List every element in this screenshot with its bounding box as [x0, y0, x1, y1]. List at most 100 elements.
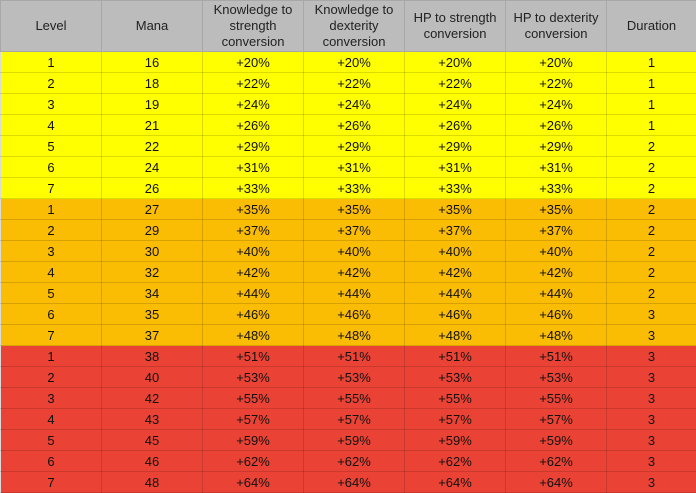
cell-duration: 2 [607, 262, 696, 283]
cell-mana: 26 [102, 178, 203, 199]
cell-mana: 37 [102, 325, 203, 346]
cell-hp-to-strength: +40% [405, 241, 506, 262]
cell-hp-to-dexterity: +62% [506, 451, 607, 472]
cell-hp-to-strength: +31% [405, 157, 506, 178]
cell-level: 4 [1, 262, 102, 283]
cell-knowledge-to-dexterity: +29% [304, 136, 405, 157]
cell-hp-to-dexterity: +44% [506, 283, 607, 304]
cell-duration: 1 [607, 94, 696, 115]
cell-knowledge-to-dexterity: +48% [304, 325, 405, 346]
cell-hp-to-strength: +55% [405, 388, 506, 409]
cell-hp-to-strength: +51% [405, 346, 506, 367]
cell-mana: 42 [102, 388, 203, 409]
cell-hp-to-strength: +53% [405, 367, 506, 388]
cell-knowledge-to-dexterity: +40% [304, 241, 405, 262]
cell-knowledge-to-dexterity: +42% [304, 262, 405, 283]
cell-hp-to-dexterity: +24% [506, 94, 607, 115]
cell-level: 2 [1, 220, 102, 241]
cell-level: 5 [1, 283, 102, 304]
header-row: Level Mana Knowledge to strength convers… [1, 1, 696, 52]
cell-knowledge-to-strength: +42% [203, 262, 304, 283]
cell-duration: 2 [607, 241, 696, 262]
cell-level: 5 [1, 136, 102, 157]
cell-duration: 3 [607, 451, 696, 472]
cell-knowledge-to-strength: +51% [203, 346, 304, 367]
cell-mana: 22 [102, 136, 203, 157]
header-level: Level [1, 1, 102, 52]
cell-knowledge-to-strength: +57% [203, 409, 304, 430]
cell-duration: 2 [607, 220, 696, 241]
cell-hp-to-strength: +26% [405, 115, 506, 136]
cell-level: 7 [1, 178, 102, 199]
cell-knowledge-to-dexterity: +44% [304, 283, 405, 304]
cell-level: 1 [1, 199, 102, 220]
cell-knowledge-to-dexterity: +64% [304, 472, 405, 493]
cell-hp-to-strength: +62% [405, 451, 506, 472]
cell-knowledge-to-strength: +59% [203, 430, 304, 451]
cell-level: 7 [1, 325, 102, 346]
cell-knowledge-to-strength: +40% [203, 241, 304, 262]
cell-hp-to-dexterity: +64% [506, 472, 607, 493]
cell-knowledge-to-strength: +55% [203, 388, 304, 409]
cell-level: 6 [1, 157, 102, 178]
cell-knowledge-to-dexterity: +37% [304, 220, 405, 241]
cell-hp-to-strength: +24% [405, 94, 506, 115]
cell-knowledge-to-strength: +62% [203, 451, 304, 472]
cell-knowledge-to-strength: +22% [203, 73, 304, 94]
cell-mana: 27 [102, 199, 203, 220]
cell-level: 4 [1, 115, 102, 136]
cell-knowledge-to-strength: +26% [203, 115, 304, 136]
cell-hp-to-dexterity: +22% [506, 73, 607, 94]
cell-hp-to-dexterity: +59% [506, 430, 607, 451]
cell-hp-to-dexterity: +33% [506, 178, 607, 199]
cell-knowledge-to-dexterity: +59% [304, 430, 405, 451]
cell-duration: 3 [607, 304, 696, 325]
cell-knowledge-to-dexterity: +46% [304, 304, 405, 325]
cell-hp-to-dexterity: +37% [506, 220, 607, 241]
cell-hp-to-dexterity: +20% [506, 52, 607, 73]
cell-level: 6 [1, 451, 102, 472]
cell-hp-to-dexterity: +46% [506, 304, 607, 325]
table-header: Level Mana Knowledge to strength convers… [1, 1, 696, 52]
cell-level: 2 [1, 73, 102, 94]
cell-hp-to-dexterity: +53% [506, 367, 607, 388]
cell-duration: 3 [607, 346, 696, 367]
cell-hp-to-strength: +44% [405, 283, 506, 304]
cell-duration: 3 [607, 430, 696, 451]
cell-hp-to-dexterity: +42% [506, 262, 607, 283]
cell-knowledge-to-strength: +31% [203, 157, 304, 178]
cell-hp-to-dexterity: +26% [506, 115, 607, 136]
cell-knowledge-to-dexterity: +55% [304, 388, 405, 409]
cell-knowledge-to-dexterity: +24% [304, 94, 405, 115]
cell-hp-to-dexterity: +48% [506, 325, 607, 346]
cell-hp-to-strength: +22% [405, 73, 506, 94]
cell-duration: 3 [607, 367, 696, 388]
cell-duration: 3 [607, 472, 696, 493]
cell-level: 6 [1, 304, 102, 325]
cell-knowledge-to-strength: +35% [203, 199, 304, 220]
cell-knowledge-to-dexterity: +31% [304, 157, 405, 178]
cell-knowledge-to-dexterity: +20% [304, 52, 405, 73]
cell-level: 7 [1, 472, 102, 493]
cell-duration: 2 [607, 283, 696, 304]
cell-duration: 2 [607, 136, 696, 157]
cell-knowledge-to-dexterity: +22% [304, 73, 405, 94]
cell-mana: 16 [102, 52, 203, 73]
cell-duration: 2 [607, 178, 696, 199]
cell-knowledge-to-dexterity: +33% [304, 178, 405, 199]
cell-hp-to-strength: +46% [405, 304, 506, 325]
